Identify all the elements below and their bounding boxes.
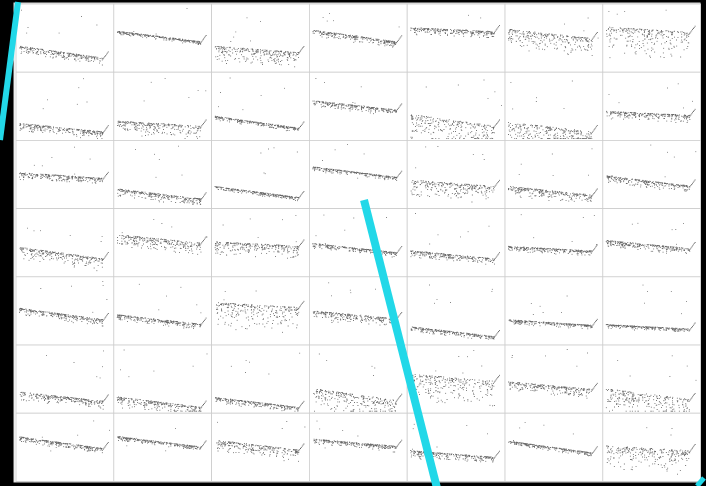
scatter-dots — [116, 349, 208, 412]
panel — [211, 139, 310, 209]
scatter-dots — [117, 7, 207, 45]
scatter-dots — [19, 78, 109, 139]
scatter-dots — [312, 12, 403, 48]
panel — [406, 276, 506, 346]
scatter-dots — [19, 281, 109, 327]
scatter-dots — [214, 147, 305, 202]
panel — [602, 71, 701, 141]
panel — [602, 139, 701, 209]
scatter-dots — [410, 284, 500, 340]
panel — [406, 344, 506, 414]
panel — [15, 3, 115, 73]
scatter-dots — [19, 9, 109, 66]
scatter-dots — [117, 145, 207, 206]
scatter-dots — [19, 420, 110, 454]
panel — [504, 276, 604, 346]
scatter-dots — [19, 350, 109, 410]
scatter-dots — [605, 284, 696, 332]
scatter-dots — [606, 9, 696, 59]
panel — [113, 71, 213, 141]
panel — [308, 344, 408, 414]
panel — [406, 139, 506, 209]
panel — [15, 412, 115, 482]
panel — [113, 3, 213, 73]
scatter-dots — [313, 420, 403, 453]
scatter-dots — [214, 215, 305, 259]
cyan-stroke — [360, 199, 441, 486]
scatter-dots — [508, 214, 598, 256]
scatter-dots — [216, 421, 306, 462]
scatter-dots — [216, 290, 305, 333]
panel — [406, 71, 506, 141]
panel — [602, 412, 701, 482]
panel — [211, 3, 310, 73]
cyan-stroke — [0, 1, 21, 141]
panel — [602, 344, 701, 414]
panel — [602, 3, 701, 73]
scatter-dots — [215, 352, 305, 412]
panel — [113, 139, 213, 209]
scatter-dots — [410, 350, 500, 407]
scatter-dots — [508, 148, 598, 203]
scatter-dots — [606, 144, 697, 192]
panel — [113, 276, 213, 346]
scatter-dots — [19, 227, 109, 272]
scatter-dots — [117, 78, 207, 139]
panel — [211, 412, 310, 482]
panel — [406, 208, 506, 278]
panel — [504, 208, 604, 278]
scatter-dots — [117, 219, 208, 255]
scatter-dots — [214, 17, 305, 68]
scatter-dots — [605, 355, 697, 412]
panel — [15, 344, 115, 414]
scatter-dots — [312, 78, 403, 115]
panel — [504, 71, 604, 141]
scatter-dots — [410, 213, 500, 265]
scatter-dots — [508, 421, 598, 457]
scatter-dots — [508, 17, 599, 57]
scatter-dots — [508, 349, 598, 399]
panel — [15, 208, 115, 278]
panel-grid — [15, 3, 701, 482]
scatter-dots — [19, 146, 109, 184]
scatter-dots — [117, 428, 207, 452]
cyan-stroke — [695, 476, 706, 486]
scatter-dots — [214, 77, 305, 132]
panel — [504, 139, 604, 209]
scatter-dots — [312, 144, 403, 182]
scatter-dots — [410, 146, 500, 203]
scatter-dots — [410, 79, 502, 139]
panel — [308, 71, 408, 141]
panel — [504, 344, 604, 414]
panel — [406, 3, 506, 73]
panel — [211, 276, 310, 346]
panel — [308, 208, 408, 278]
panel — [15, 139, 115, 209]
scatter-dots — [116, 283, 207, 329]
scatter-dots — [508, 80, 598, 139]
panel — [602, 208, 701, 278]
panel — [308, 139, 408, 209]
panel — [308, 3, 408, 73]
panel — [15, 276, 115, 346]
scatter-dots — [313, 352, 403, 412]
scatter-dots — [410, 14, 500, 39]
scatter-dots — [606, 83, 696, 124]
panel — [602, 276, 701, 346]
scatter-dots — [508, 295, 598, 330]
panel — [113, 412, 213, 482]
panel — [15, 71, 115, 141]
scatter-dots — [312, 214, 403, 258]
scatter-dots — [606, 427, 696, 475]
scatter-dots — [605, 222, 696, 255]
